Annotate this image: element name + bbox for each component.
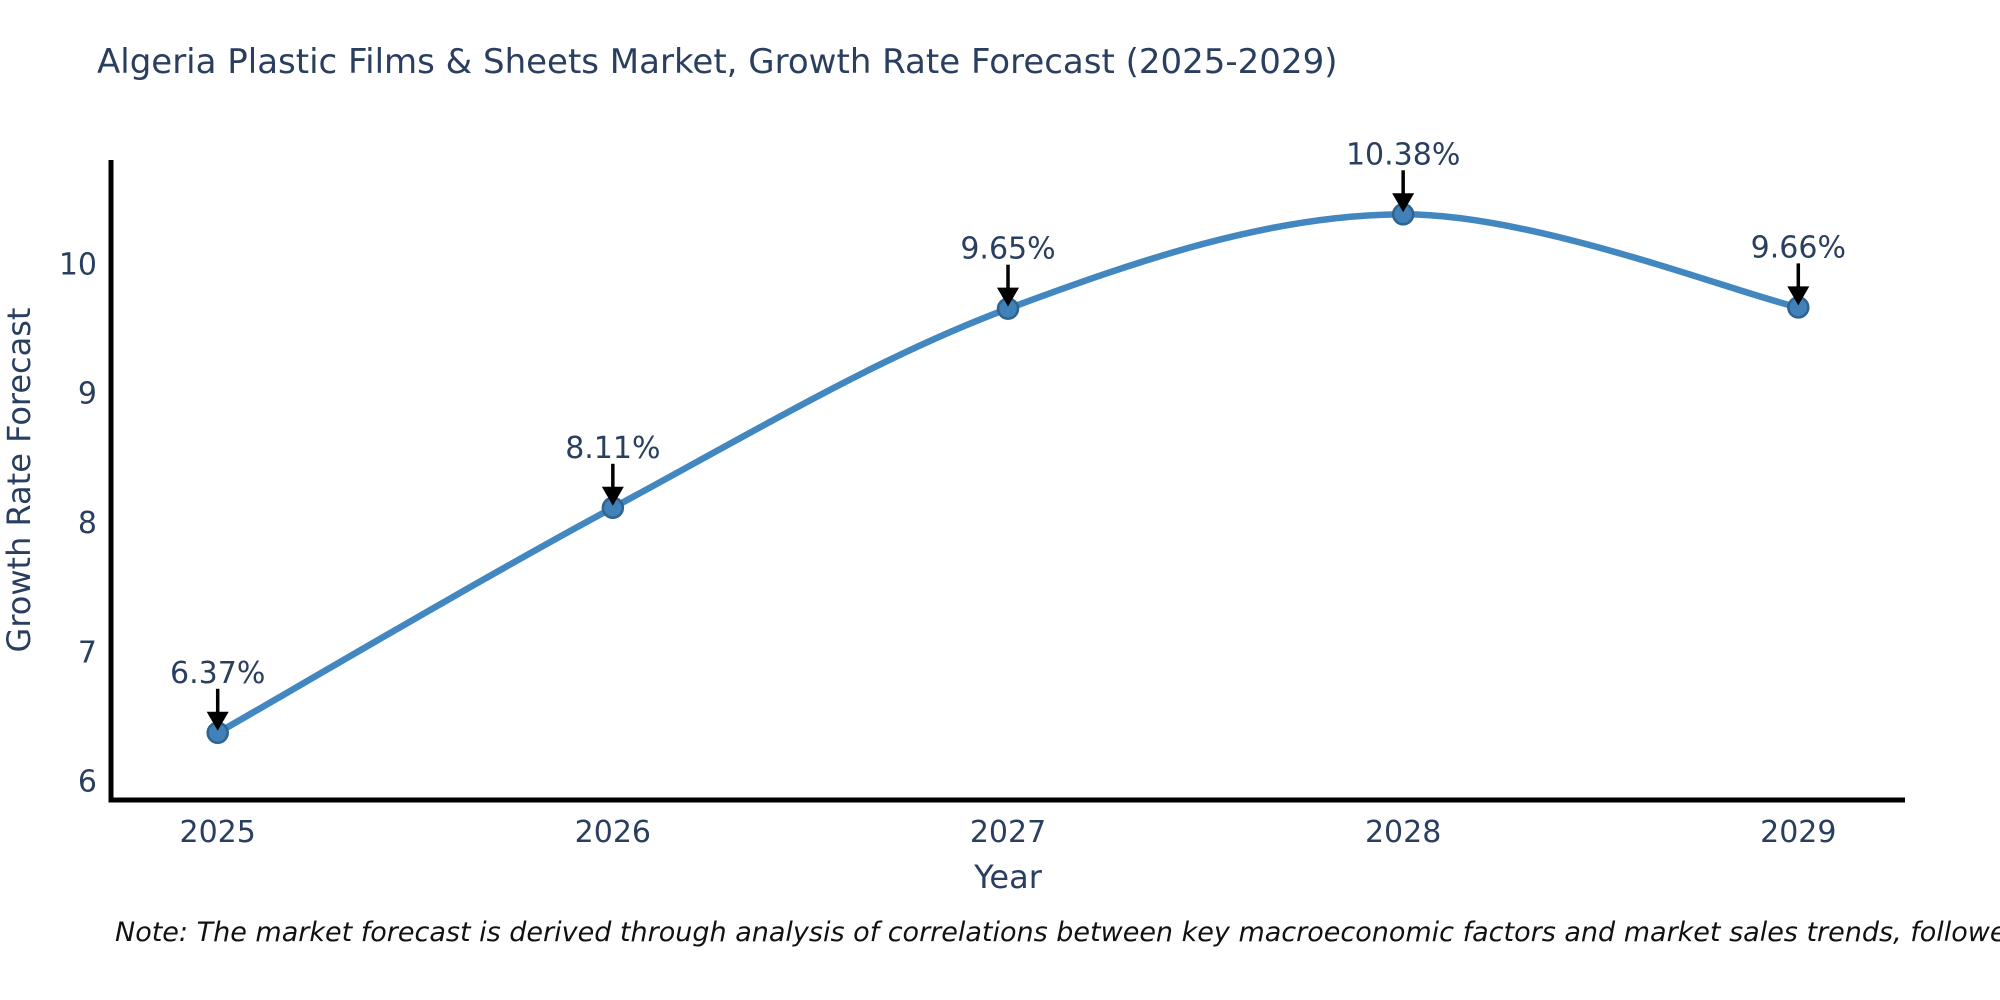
y-tick-label: 6 xyxy=(78,765,97,800)
point-annotation-label: 8.11% xyxy=(565,431,660,466)
y-tick-label: 10 xyxy=(59,247,97,282)
point-annotation-label: 6.37% xyxy=(170,656,265,691)
x-tick-label: 2026 xyxy=(575,815,651,850)
annotation-arrowhead xyxy=(997,287,1019,307)
annotation-arrowhead xyxy=(1787,286,1810,306)
annotation-arrowhead xyxy=(601,486,624,506)
x-tick-label: 2025 xyxy=(180,815,256,850)
x-tick-label: 2027 xyxy=(970,815,1046,850)
x-tick-label: 2029 xyxy=(1760,815,1836,850)
point-annotation-label: 10.38% xyxy=(1346,137,1460,172)
y-axis-title: Growth Rate Forecast xyxy=(0,308,38,653)
y-tick-label: 8 xyxy=(78,506,97,541)
chart-title: Algeria Plastic Films & Sheets Market, G… xyxy=(97,42,1338,82)
y-tick-label: 7 xyxy=(78,635,97,670)
x-axis-title: Year xyxy=(973,858,1043,896)
footnote: Note: The market forecast is derived thr… xyxy=(115,917,2000,948)
annotation-arrowhead xyxy=(206,711,229,731)
y-tick-label: 9 xyxy=(78,377,97,412)
point-annotation-label: 9.65% xyxy=(960,232,1055,267)
x-tick-label: 2028 xyxy=(1365,815,1441,850)
point-annotation-label: 9.66% xyxy=(1751,230,1846,265)
annotation-arrowhead xyxy=(1392,193,1415,213)
